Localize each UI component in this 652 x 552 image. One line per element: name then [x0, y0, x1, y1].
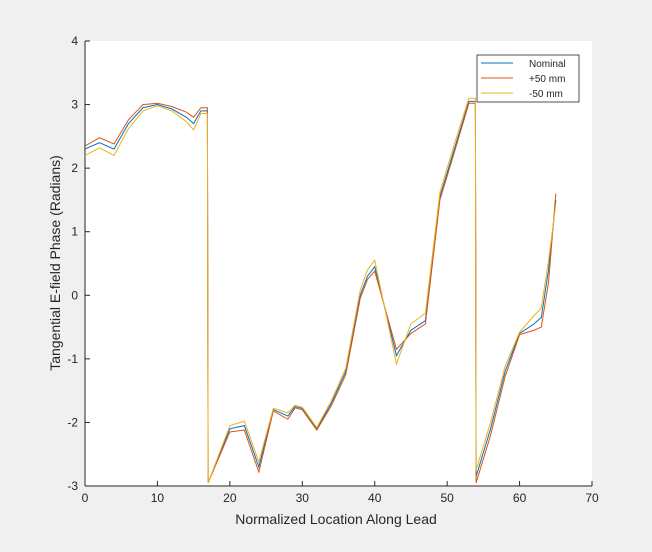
- x-axis-label: Normalized Location Along Lead: [235, 511, 437, 527]
- y-tick-label: -1: [67, 352, 78, 366]
- y-tick-label: -2: [67, 415, 78, 429]
- x-tick-label: 10: [151, 491, 165, 505]
- x-tick-label: 40: [368, 491, 382, 505]
- series-line-50-mm: [85, 102, 557, 484]
- legend-label-minus50: -50 mm: [529, 89, 563, 100]
- plot-area: [85, 41, 592, 486]
- series-line-nominal: [85, 100, 557, 484]
- x-tick-label: 70: [585, 491, 599, 505]
- y-axis-label: Tangential E-field Phase (Radians): [47, 155, 63, 371]
- x-tick-label: 50: [440, 491, 454, 505]
- y-tick-label: 1: [71, 225, 78, 239]
- x-tick-label: 0: [82, 491, 89, 505]
- x-tick-label: 60: [513, 491, 527, 505]
- y-tick-label: -3: [67, 479, 78, 493]
- legend: Nominal +50 mm -50 mm: [476, 54, 580, 103]
- y-tick-label: 2: [71, 161, 78, 175]
- series-line-50-mm: [85, 97, 557, 483]
- x-tick-label: 20: [223, 491, 237, 505]
- y-tick-label: 3: [71, 98, 78, 112]
- legend-label-nominal: Nominal: [529, 59, 566, 70]
- x-tick-label: 30: [296, 491, 310, 505]
- y-tick-label: 4: [71, 34, 78, 48]
- legend-label-plus50: +50 mm: [529, 74, 565, 85]
- y-tick-label: 0: [71, 288, 78, 302]
